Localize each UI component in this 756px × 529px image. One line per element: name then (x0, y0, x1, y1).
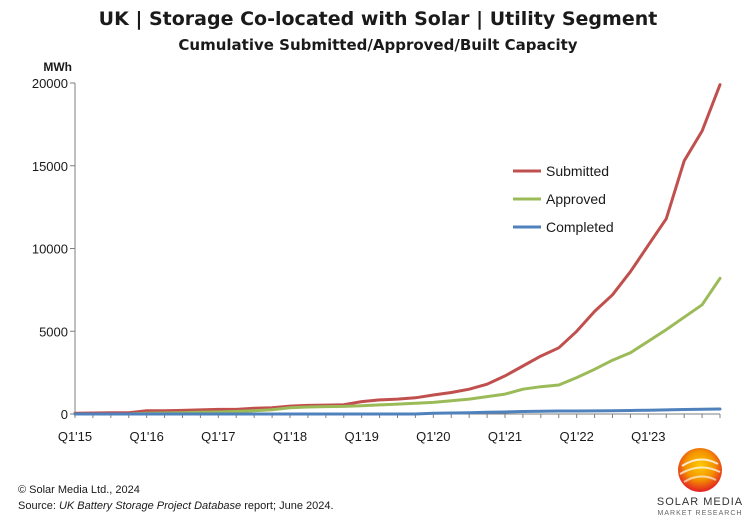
series-line-submitted (73, 83, 722, 415)
source-text: Source: UK Battery Storage Project Datab… (18, 500, 334, 512)
source-report-name: UK Battery Storage Project Database (58, 500, 242, 512)
x-tick-label: Q1'23 (631, 429, 665, 444)
source-suffix: report; June 2024. (241, 500, 334, 512)
chart-title: UK | Storage Co-located with Solar | Uti… (98, 8, 658, 30)
x-tick-label: Q1'22 (560, 429, 594, 444)
y-tick-label: 0 (61, 407, 68, 422)
x-tick-label: Q1'21 (488, 429, 522, 444)
legend-label-completed: Completed (546, 219, 614, 235)
series-line-approved (73, 276, 722, 416)
source-prefix: Source: (18, 500, 59, 512)
logo-line1: SOLAR MEDIA (656, 496, 744, 508)
y-tick-label: 15000 (32, 159, 68, 174)
logo-sun-icon (678, 448, 722, 492)
legend-label-approved: Approved (546, 191, 606, 207)
y-tick-label: 10000 (32, 242, 68, 257)
y-axis-label: MWh (43, 60, 72, 74)
x-tick-label: Q1'16 (130, 429, 164, 444)
x-tick-label: Q1'20 (416, 429, 450, 444)
y-tick-label: 20000 (32, 76, 68, 91)
series-line-completed (73, 407, 722, 416)
x-tick-label: Q1'17 (201, 429, 235, 444)
x-tick-label: Q1'15 (58, 429, 92, 444)
y-tick-label: 5000 (39, 324, 68, 339)
chart-subtitle: Cumulative Submitted/Approved/Built Capa… (178, 36, 578, 54)
solar-media-logo: SOLAR MEDIA MARKET RESEARCH (652, 444, 748, 524)
legend-label-submitted: Submitted (546, 163, 609, 179)
x-tick-label: Q1'18 (273, 429, 307, 444)
copyright-text: © Solar Media Ltd., 2024 (18, 484, 140, 496)
x-tick-label: Q1'19 (345, 429, 379, 444)
logo-line2: MARKET RESEARCH (657, 510, 743, 517)
